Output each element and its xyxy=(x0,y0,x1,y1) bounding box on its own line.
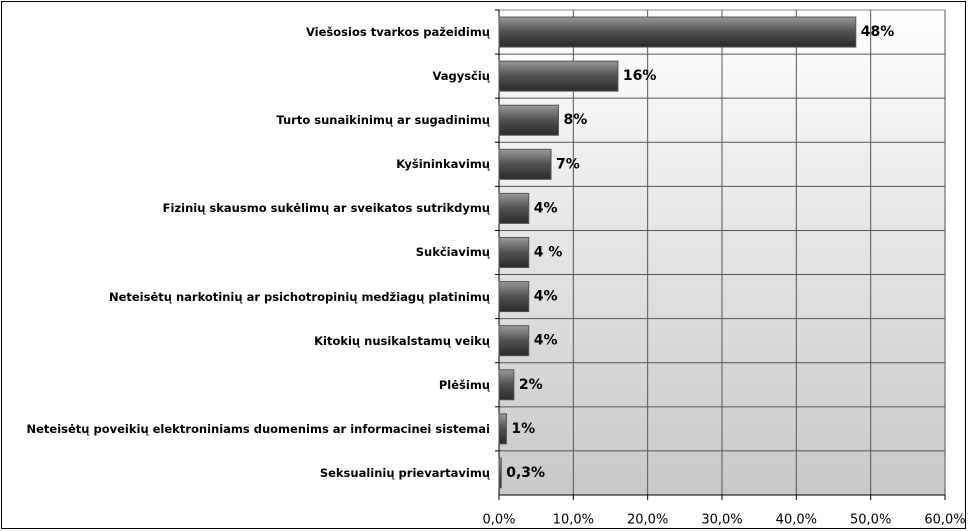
y-tick-label: Kitokių nusikalstamų veikų xyxy=(314,333,490,348)
y-tick-label: Sukčiavimų xyxy=(415,245,490,260)
y-tick-label: Fizinių skausmo sukėlimų ar sveikatos su… xyxy=(162,201,490,216)
value-label: 0,3% xyxy=(506,465,545,481)
y-tick-label: Viešosios tvarkos pažeidimų xyxy=(305,25,490,40)
x-tick-label: 50,0% xyxy=(850,513,891,528)
bar xyxy=(498,148,552,180)
x-tick-label: 60,0% xyxy=(924,513,965,528)
value-label: 1% xyxy=(511,421,535,437)
y-tick-label: Seksualinių prievartavimų xyxy=(319,465,490,480)
value-label: 48% xyxy=(861,24,895,40)
value-label: 8% xyxy=(563,112,587,128)
x-tick-label: 0,0% xyxy=(482,513,515,528)
value-label: 7% xyxy=(556,156,580,172)
value-label: 4% xyxy=(534,289,558,305)
bar xyxy=(498,104,559,136)
y-tick-label: Plėšimų xyxy=(438,377,490,392)
x-tick-label: 40,0% xyxy=(776,513,817,528)
value-label: 4% xyxy=(534,200,558,216)
bar xyxy=(498,60,619,92)
bar xyxy=(498,237,530,268)
value-label: 2% xyxy=(519,377,543,393)
y-tick-label: Neteisėtų poveikių elektroniniams duomen… xyxy=(26,421,490,436)
bar xyxy=(498,192,530,224)
x-tick-label: 30,0% xyxy=(701,513,742,528)
bar xyxy=(498,281,530,313)
bar xyxy=(498,325,530,357)
y-tick-label: Neteisėtų narkotinių ar psichotropinių m… xyxy=(108,289,490,304)
y-tick-label: Turto sunaikinimų ar sugadinimų xyxy=(276,113,490,128)
bar xyxy=(498,369,515,401)
x-tick-label: 10,0% xyxy=(553,513,594,528)
value-label: 16% xyxy=(623,68,657,84)
bar xyxy=(498,413,507,445)
bar xyxy=(498,457,502,489)
y-tick-label: Kyšininkavimų xyxy=(396,157,490,172)
bar xyxy=(498,16,857,48)
value-label: 4% xyxy=(534,333,558,349)
value-label: 4 % xyxy=(534,245,563,261)
y-tick-label: Vagysčių xyxy=(432,69,490,84)
x-tick-label: 20,0% xyxy=(627,513,668,528)
